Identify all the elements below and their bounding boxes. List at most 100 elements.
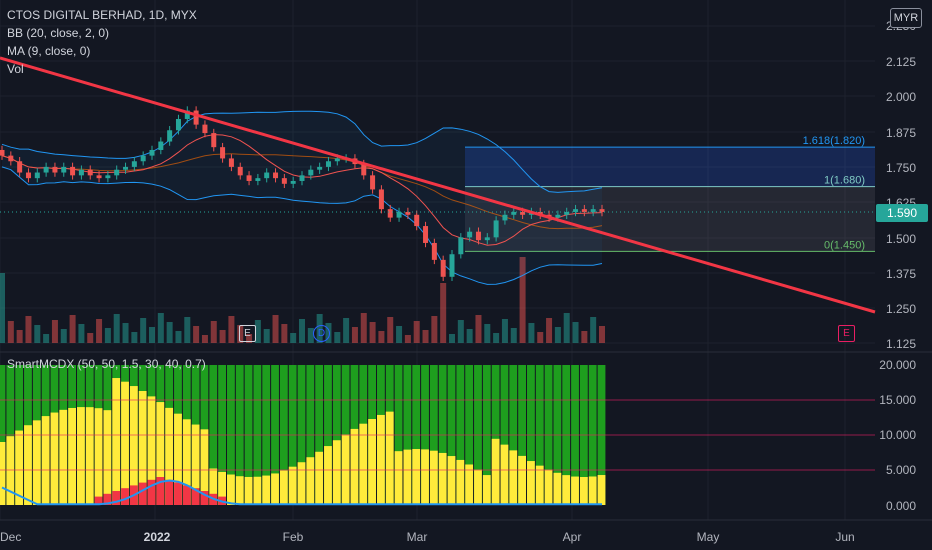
volume-bar xyxy=(96,319,103,343)
volume-bar xyxy=(237,325,244,343)
mcdx-red-bar xyxy=(94,496,103,505)
time-tick-label: Dec xyxy=(0,530,21,544)
price-axis[interactable]: 2.2502.1252.0001.8751.7501.6251.5001.375… xyxy=(886,19,916,351)
mcdx-yellow-bar xyxy=(491,438,500,505)
volume-bar xyxy=(281,324,288,343)
candle-body xyxy=(184,110,190,119)
mcdx-yellow-bar xyxy=(182,419,191,505)
volume-bar xyxy=(484,324,491,343)
mcdx-yellow-bar xyxy=(32,420,41,505)
mcdx-red-bar xyxy=(174,482,182,505)
mcdx-tick-label: 5.000 xyxy=(886,463,916,477)
candle-body xyxy=(140,155,146,162)
volume-bar xyxy=(563,313,570,343)
candle-body xyxy=(220,147,226,159)
volume-bar xyxy=(69,315,76,343)
candle-body xyxy=(484,237,490,241)
vol-legend[interactable]: Vol xyxy=(7,62,24,76)
mcdx-yellow-bar xyxy=(350,428,359,505)
candle-body xyxy=(8,155,14,162)
candle-body xyxy=(458,237,464,255)
mcdx-yellow-bar xyxy=(544,469,553,505)
candle-body xyxy=(131,161,137,167)
mcdx-yellow-bar xyxy=(394,451,403,505)
mcdx-yellow-bar xyxy=(41,416,50,505)
candle-body xyxy=(423,226,429,243)
volume-bar xyxy=(554,327,561,343)
mcdx-yellow-bar xyxy=(271,473,279,505)
mcdx-yellow-bar xyxy=(24,425,32,505)
candle-body xyxy=(414,214,420,227)
candle-body xyxy=(590,209,596,212)
candle-body xyxy=(361,164,367,176)
price-tick-label: 2.125 xyxy=(886,55,916,69)
candle-body xyxy=(449,254,455,277)
trendline[interactable] xyxy=(0,56,876,314)
bb-legend[interactable]: BB (20, close, 2, 0) xyxy=(7,26,110,40)
candle-body xyxy=(520,211,526,215)
mcdx-yellow-bar xyxy=(0,442,6,505)
time-axis[interactable]: Dec 2022 Feb Mar Apr May Jun xyxy=(0,519,932,544)
mcdx-tick-label: 15.000 xyxy=(879,393,916,407)
fib-retracement-zone xyxy=(465,186,875,252)
volume-bar xyxy=(157,313,164,343)
mcdx-yellow-bar xyxy=(244,476,253,505)
volume-bar xyxy=(60,329,67,343)
candle-body xyxy=(299,175,305,181)
mcdx-yellow-bar xyxy=(412,449,421,505)
candle-body xyxy=(78,169,84,176)
earnings-event-icon[interactable]: E xyxy=(239,325,256,342)
mcdx-yellow-bar xyxy=(306,457,315,505)
candle-body xyxy=(96,175,102,179)
volume-bar xyxy=(546,318,553,343)
candle-body xyxy=(264,172,270,179)
volume-bar xyxy=(166,322,173,343)
candle-body xyxy=(325,161,331,167)
candle-body xyxy=(493,220,499,238)
mcdx-yellow-bar xyxy=(315,451,324,505)
future-earnings-icon[interactable]: E xyxy=(838,325,855,342)
dividend-event-icon[interactable]: D xyxy=(313,325,330,342)
ma-legend[interactable]: MA (9, close, 0) xyxy=(7,44,91,58)
volume-bar xyxy=(422,330,429,343)
volume-bar xyxy=(254,320,261,343)
mcdx-yellow-bar xyxy=(77,407,85,505)
mcdx-yellow-bar xyxy=(209,468,218,505)
mcdx-signal-line xyxy=(1,479,602,506)
mcdx-yellow-bar xyxy=(121,381,129,505)
candle-body xyxy=(599,209,605,212)
mcdx-yellow-bar xyxy=(588,476,597,505)
candle-body xyxy=(61,166,67,173)
price-tick-label: 1.125 xyxy=(886,337,916,351)
mcdx-yellow-bar xyxy=(191,424,200,505)
candle-body xyxy=(370,175,376,190)
currency-button[interactable]: MYR xyxy=(890,8,922,28)
bb-basis-line xyxy=(1,153,603,230)
smartmcdx-axis[interactable]: 20.000 15.000 10.000 5.000 0.000 xyxy=(879,358,916,513)
mcdx-yellow-bar xyxy=(535,465,544,505)
volume-bar xyxy=(475,315,482,343)
candle-body xyxy=(467,231,473,238)
mcdx-yellow-bar xyxy=(527,461,535,505)
candle-body xyxy=(175,118,181,131)
mcdx-yellow-bar xyxy=(235,476,244,505)
indicator-legend[interactable]: SmartMCDX (50, 50, 1.5, 30, 40, 0.7) xyxy=(7,357,206,371)
candle-body xyxy=(396,211,402,218)
volume-bar xyxy=(78,324,85,343)
symbol-title[interactable]: CTOS DIGITAL BERHAD, 1D, MYX xyxy=(7,8,197,22)
mcdx-yellow-bar xyxy=(15,430,24,505)
mcdx-yellow-bar xyxy=(288,466,297,505)
volume-bar xyxy=(25,316,32,343)
volume-bar xyxy=(290,333,297,343)
fib-retracement[interactable]: 1.618(1.820) 1(1.680) 0(1.450) xyxy=(465,135,875,252)
candle-body xyxy=(202,124,208,134)
volume-bar xyxy=(343,318,350,343)
volume-bar xyxy=(519,257,526,343)
volume-bar xyxy=(104,328,111,343)
candle-body xyxy=(70,166,76,176)
mcdx-yellow-bar xyxy=(324,446,332,505)
volume-bar xyxy=(413,321,420,343)
mcdx-yellow-bar xyxy=(421,449,429,505)
volume-bar xyxy=(387,317,394,343)
